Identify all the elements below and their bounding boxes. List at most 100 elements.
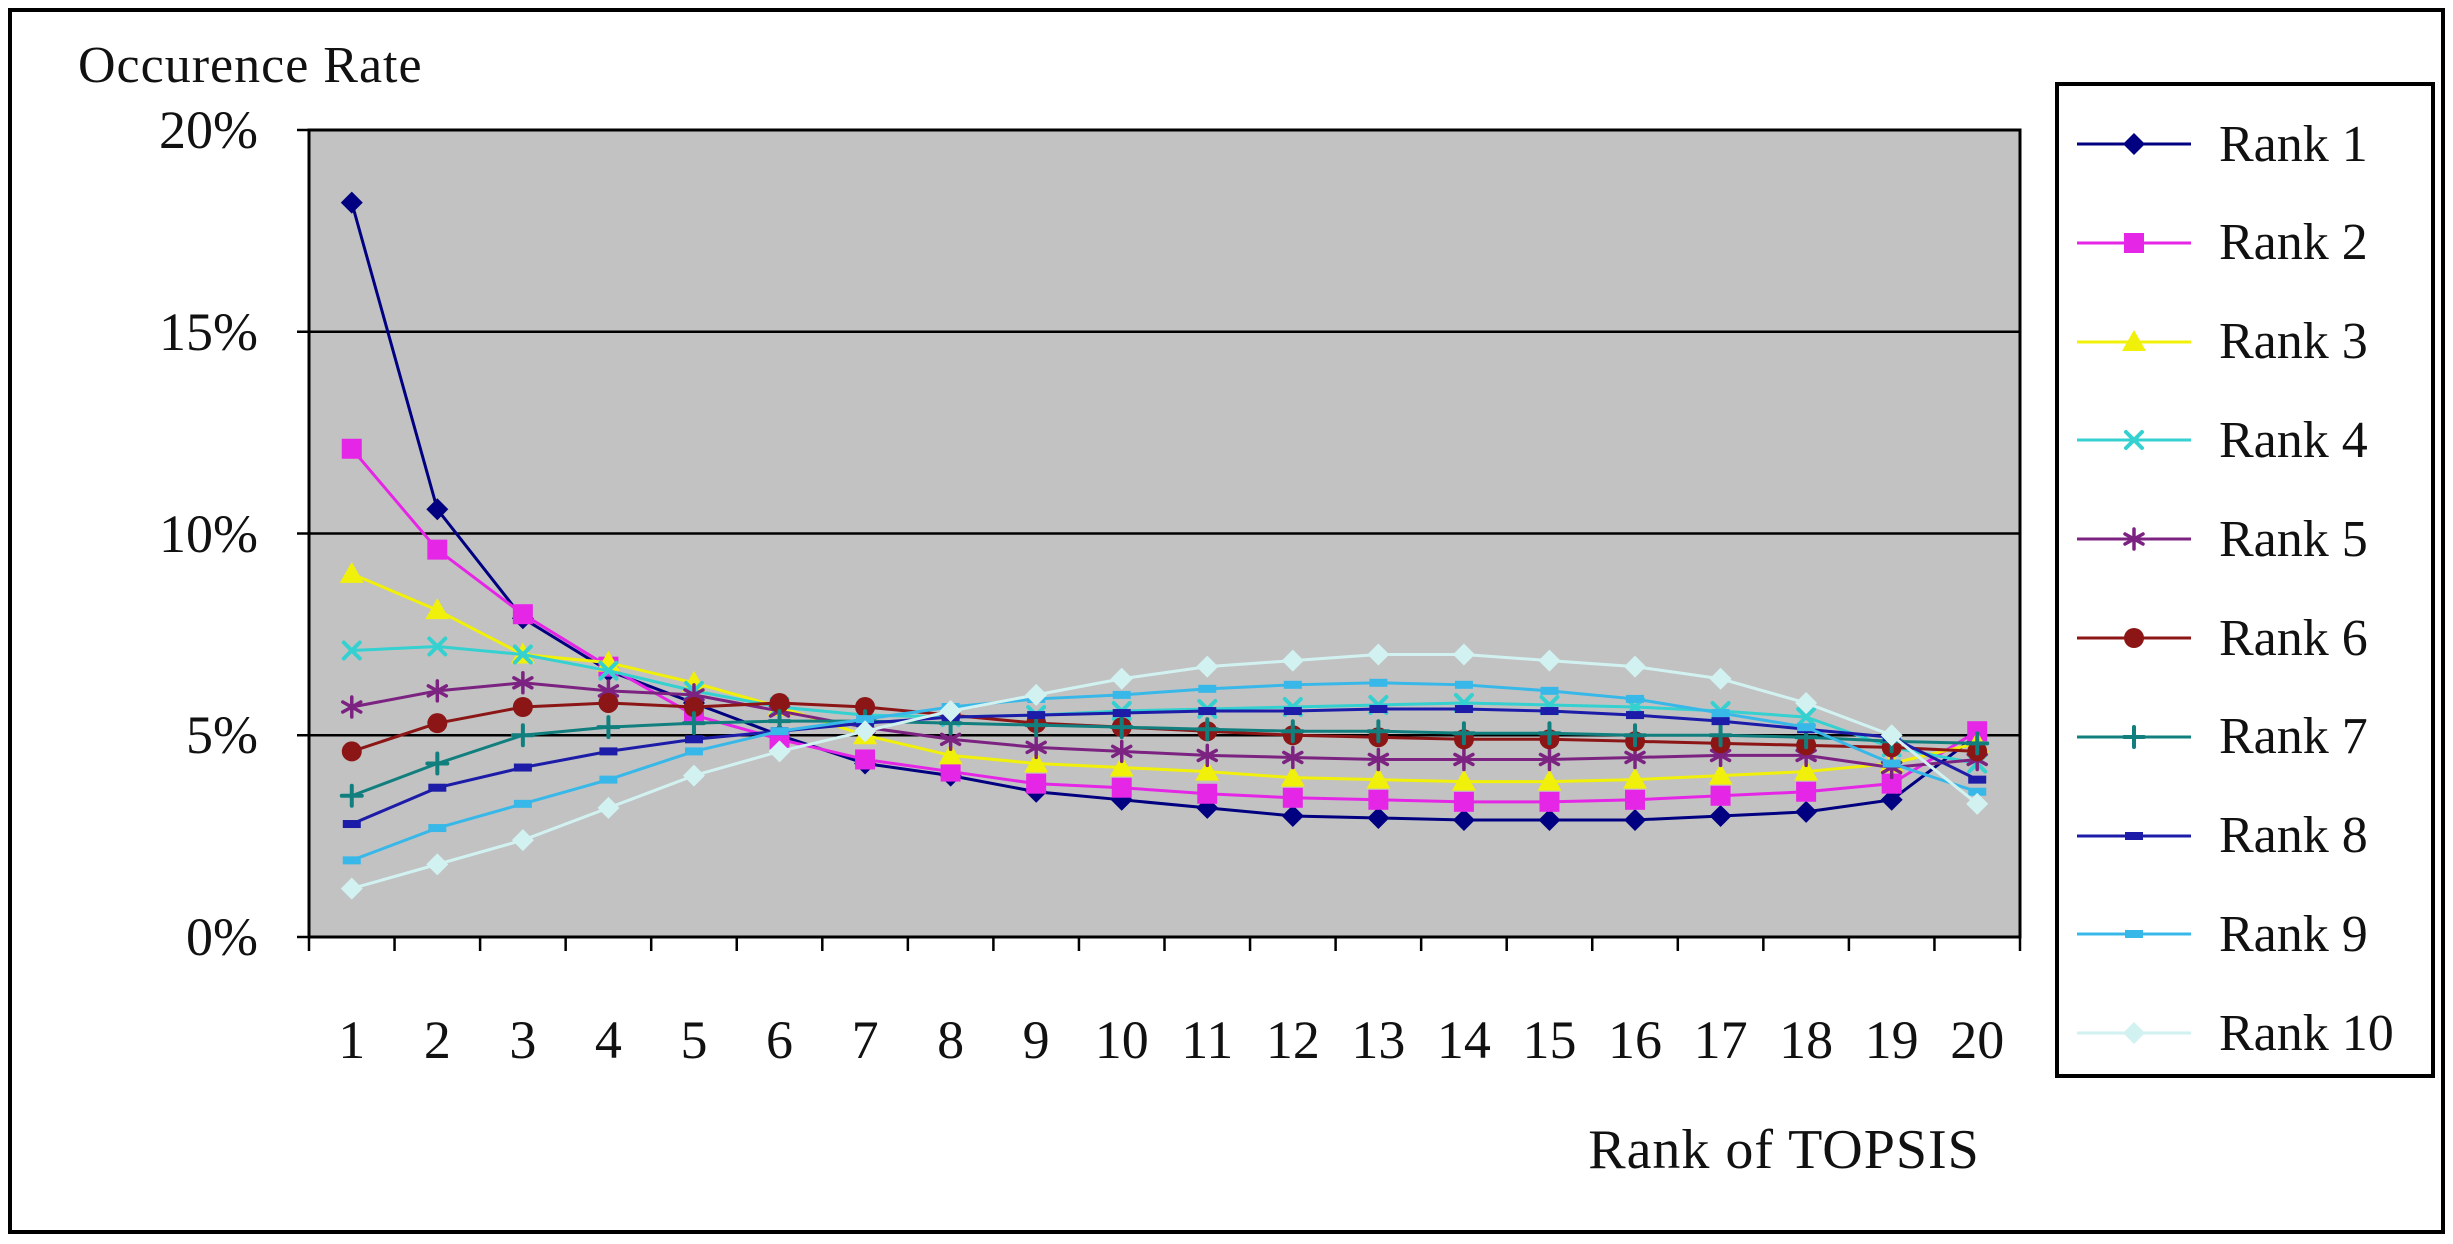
- square-marker: [341, 438, 362, 459]
- asterisk-marker: [512, 671, 534, 695]
- square-marker: [855, 749, 876, 770]
- y-tick-label: 15%: [159, 301, 258, 362]
- diamond-marker: [597, 796, 620, 819]
- plus-marker: [339, 783, 364, 808]
- series-line: [351, 653, 1979, 891]
- square-marker: [1539, 791, 1560, 812]
- diamond-marker: [1966, 792, 1989, 815]
- diamond-marker: [426, 853, 449, 876]
- x-tick-label: 13: [1351, 1010, 1406, 1070]
- diamond-marker: [1795, 800, 1818, 823]
- triangle-marker: [425, 598, 450, 620]
- plus-marker: [1366, 719, 1391, 744]
- square-marker: [1282, 787, 1303, 808]
- legend-label: Rank 8: [2219, 807, 2368, 865]
- x-marker: [512, 644, 533, 665]
- x-marker: [341, 640, 362, 661]
- legend-marker-dash-icon: [2077, 831, 2191, 840]
- series-line: [351, 707, 1978, 826]
- plus-marker: [1109, 715, 1134, 740]
- dash-marker: [1540, 686, 1559, 695]
- plus-marker: [1537, 721, 1562, 746]
- plot-border: [307, 128, 2022, 939]
- asterisk-marker: [2123, 527, 2145, 551]
- legend-item-rank-7: Rank 7: [2059, 705, 2431, 769]
- triangle-marker: [1280, 765, 1305, 787]
- dash-marker: [1454, 705, 1473, 714]
- series-line: [351, 681, 1978, 770]
- diamond-marker: [426, 498, 449, 521]
- legend-marker-diamond-icon: [2077, 1022, 2191, 1045]
- dash-marker: [1626, 694, 1645, 703]
- x-tick-label: 7: [851, 1010, 879, 1070]
- diamond-marker: [682, 764, 705, 787]
- x-tick-label: 20: [1950, 1010, 2005, 1070]
- diamond-marker: [1452, 808, 1475, 831]
- triangle-marker: [1451, 769, 1476, 791]
- dash-marker: [1369, 705, 1388, 714]
- series-line: [351, 719, 1978, 798]
- dash-marker: [1711, 717, 1730, 726]
- square-marker: [427, 539, 448, 560]
- diamond-marker: [340, 877, 363, 900]
- legend-marker-diamond-icon: [2077, 133, 2191, 155]
- diamond-marker: [768, 740, 791, 763]
- legend-label: Rank 7: [2219, 708, 2368, 766]
- dash-marker: [1968, 775, 1987, 784]
- dash-marker: [342, 856, 361, 865]
- x-axis-title: Rank of TOPSIS: [1588, 1119, 1980, 1181]
- dash-marker: [770, 727, 789, 736]
- square-marker: [940, 761, 961, 782]
- x-tick-label: 3: [509, 1010, 537, 1070]
- x-tick-label: 4: [594, 1010, 622, 1070]
- x-tick-label: 14: [1436, 1010, 1491, 1070]
- dash-marker: [1112, 709, 1131, 718]
- legend-label: Rank 9: [2219, 905, 2368, 963]
- dash-marker: [1283, 707, 1302, 716]
- x-tick-label: 1: [338, 1010, 366, 1070]
- x-tick-label: 16: [1608, 1010, 1663, 1070]
- triangle-marker: [1195, 759, 1220, 781]
- plus-marker: [1195, 717, 1220, 742]
- legend-label: Rank 10: [2219, 1004, 2394, 1062]
- diamond-marker: [1880, 724, 1903, 747]
- triangle-marker: [339, 561, 364, 583]
- x-tick-label: 8: [937, 1010, 965, 1070]
- plus-marker: [1623, 723, 1648, 748]
- dash-marker: [684, 735, 703, 744]
- triangle-marker: [1708, 763, 1733, 785]
- plus-marker: [425, 751, 450, 776]
- plus-marker: [596, 715, 621, 740]
- legend-marker-asterisk-icon: [2077, 527, 2191, 551]
- x-tick-label: 9: [1022, 1010, 1050, 1070]
- asterisk-marker: [1367, 747, 1390, 772]
- x-tick-label: 12: [1265, 1010, 1320, 1070]
- diamond-marker: [1110, 667, 1133, 690]
- dash-marker: [1112, 690, 1131, 699]
- dash-marker: [428, 783, 447, 792]
- plus-marker: [510, 723, 535, 748]
- diamond-marker: [1452, 643, 1475, 666]
- legend-label: Rank 4: [2219, 411, 2368, 469]
- series-rank-9: [342, 678, 1987, 865]
- asterisk-marker: [1025, 735, 1047, 760]
- dash-marker: [684, 747, 703, 756]
- square-marker: [1710, 785, 1731, 806]
- diamond-marker: [1538, 649, 1561, 672]
- dash-marker: [1968, 787, 1987, 796]
- square-marker: [1453, 791, 1474, 812]
- dash-marker: [1540, 707, 1559, 716]
- plus-marker: [1451, 721, 1476, 746]
- dash-marker: [1283, 680, 1302, 689]
- circle-marker: [341, 741, 362, 762]
- plus-marker: [1708, 723, 1733, 748]
- diamond-marker: [1025, 683, 1048, 706]
- dash-marker: [856, 715, 875, 724]
- diamond-marker: [1795, 691, 1818, 714]
- dash-marker: [342, 820, 361, 829]
- dash-marker: [1626, 711, 1645, 720]
- circle-marker: [2124, 628, 2144, 648]
- legend-label: Rank 2: [2219, 214, 2368, 272]
- legend-marker-dash-icon: [2077, 930, 2191, 939]
- diamond-marker: [511, 829, 534, 852]
